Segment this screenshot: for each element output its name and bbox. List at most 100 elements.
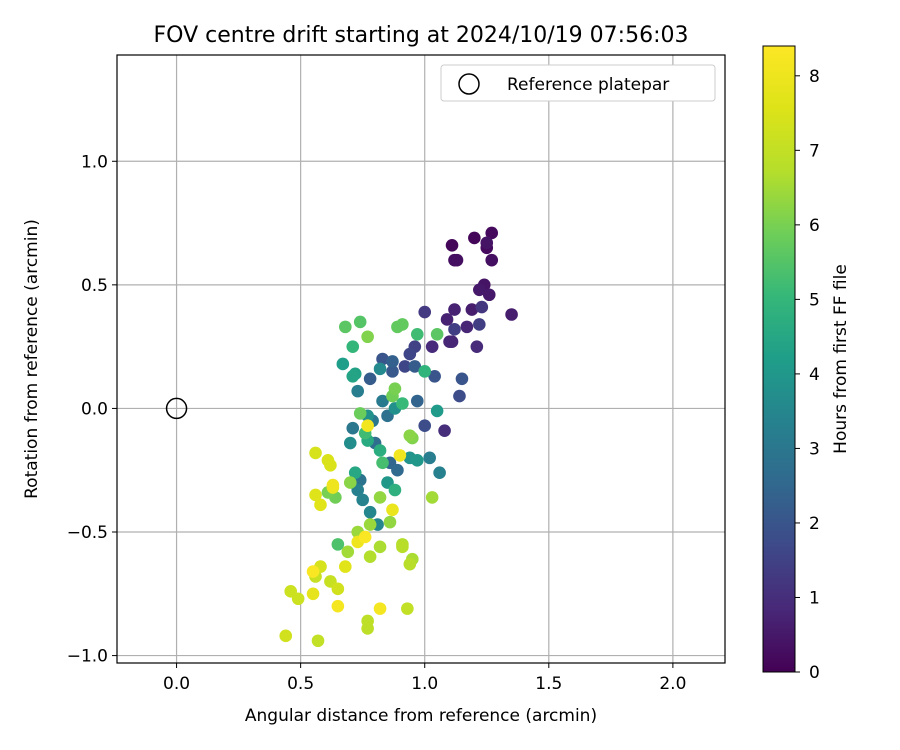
data-point (388, 382, 402, 395)
data-point (309, 488, 322, 502)
data-point (423, 451, 436, 465)
data-point (465, 303, 479, 316)
data-point (331, 582, 345, 596)
data-point (470, 340, 484, 353)
colorbar-tick-label: 4 (809, 365, 820, 385)
colorbar-ticks: 0 1 2 3 4 5 6 7 8 (795, 67, 820, 683)
data-point (425, 340, 439, 353)
x-tick-label: 1.5 (535, 674, 562, 694)
data-point (445, 335, 459, 348)
data-point (336, 357, 350, 371)
data-point (361, 330, 374, 344)
data-point (433, 466, 446, 479)
x-ticks: 0.0 0.5 1.0 1.5 2.0 (163, 663, 686, 694)
data-point (425, 491, 439, 504)
colorbar-label: Hours from first FF file (831, 264, 851, 454)
data-point (376, 394, 389, 408)
data-point (418, 419, 432, 433)
data-point (363, 518, 377, 531)
data-point (373, 602, 387, 615)
data-point (361, 622, 374, 635)
chart-title: FOV centre drift starting at 2024/10/19 … (154, 23, 689, 48)
data-point (480, 236, 494, 250)
data-point (353, 407, 367, 420)
data-point (353, 315, 367, 329)
data-point (373, 540, 387, 554)
y-tick-label: −0.5 (67, 523, 108, 543)
data-point (455, 372, 469, 386)
data-point (356, 493, 369, 507)
colorbar-tick-label: 7 (809, 141, 820, 161)
data-point (363, 505, 377, 519)
data-point (473, 318, 486, 331)
x-tick-label: 2.0 (659, 674, 686, 694)
data-point (401, 602, 414, 615)
data-point (430, 404, 444, 418)
plot-frame (116, 54, 726, 664)
data-point (346, 340, 360, 353)
y-tick-label: 0.5 (81, 276, 108, 296)
data-point (388, 483, 402, 497)
legend-label: Reference platepar (507, 75, 669, 95)
data-point (324, 458, 337, 472)
data-point (410, 394, 424, 408)
data-point (386, 365, 399, 378)
data-point (448, 323, 461, 336)
data-point (448, 303, 461, 316)
data-point (358, 530, 372, 544)
data-point (440, 313, 454, 326)
data-point (331, 538, 345, 551)
colorbar-tick-label: 6 (809, 216, 820, 236)
data-point (346, 370, 360, 383)
data-point (373, 362, 387, 376)
data-point (460, 320, 474, 334)
data-point (348, 466, 362, 479)
data-point (453, 389, 466, 403)
grid (117, 55, 725, 663)
data-point (393, 449, 407, 462)
data-point (343, 436, 357, 450)
colorbar-tick-label: 2 (809, 514, 820, 534)
data-point (376, 456, 389, 470)
data-point (396, 540, 409, 554)
data-point (373, 491, 387, 504)
colorbar-tick-label: 5 (809, 290, 820, 310)
data-point (468, 231, 481, 245)
y-ticks: −1.0 −0.5 0.0 0.5 1.0 (67, 152, 117, 667)
data-point (306, 565, 320, 578)
data-point (505, 308, 518, 321)
data-point (351, 384, 365, 398)
data-point (445, 239, 459, 252)
data-points (279, 226, 518, 648)
data-point (410, 454, 424, 467)
y-tick-label: 0.0 (81, 399, 108, 419)
colorbar-tick-label: 0 (809, 663, 820, 683)
data-point (314, 498, 327, 512)
data-point (331, 599, 345, 613)
data-point (410, 327, 424, 341)
reference-marker (165, 397, 188, 420)
data-point (373, 444, 387, 457)
legend-marker-icon (458, 73, 480, 95)
x-tick-label: 0.5 (287, 674, 314, 694)
data-point (418, 365, 432, 378)
data-point (363, 550, 377, 564)
data-point (473, 283, 486, 297)
data-point (428, 370, 441, 383)
y-tick-label: 1.0 (81, 152, 108, 172)
legend: Reference platepar (440, 64, 716, 102)
data-point (391, 320, 404, 334)
data-point (430, 327, 444, 341)
data-point (376, 352, 389, 366)
data-point (339, 560, 352, 573)
data-point (485, 253, 499, 267)
x-axis-label: Angular distance from reference (arcmin) (245, 706, 597, 726)
colorbar-gradient (762, 45, 796, 673)
data-point (403, 429, 417, 442)
data-point (386, 503, 399, 517)
colorbar-tick-label: 8 (809, 67, 820, 87)
data-point (306, 587, 320, 601)
data-point (403, 557, 417, 571)
y-axis-label: Rotation from reference (arcmin) (22, 219, 42, 499)
data-point (398, 360, 412, 373)
